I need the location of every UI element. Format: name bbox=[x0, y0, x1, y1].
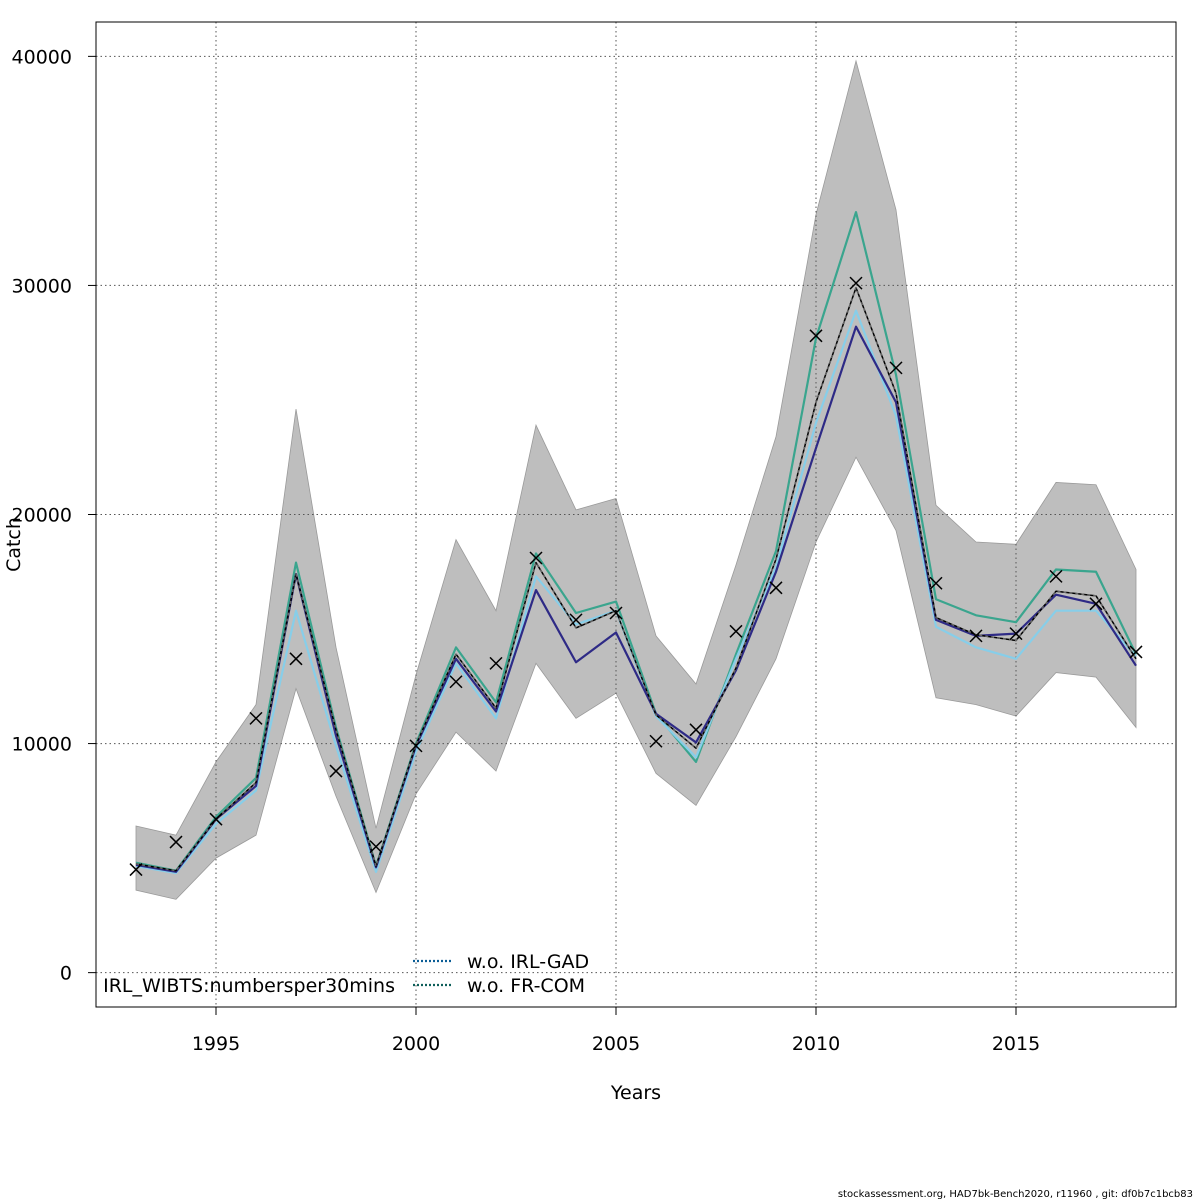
y-tick-label-10000: 10000 bbox=[12, 734, 72, 756]
observed-point-stroke-b bbox=[449, 675, 463, 689]
confidence-band-layer bbox=[135, 59, 1137, 900]
observed-point-1997 bbox=[289, 652, 303, 666]
observed-point-2009 bbox=[769, 581, 783, 595]
observed-point-stroke-b bbox=[809, 329, 823, 343]
observed-point-stroke-b bbox=[369, 840, 383, 854]
observed-point-stroke-b bbox=[409, 739, 423, 753]
y-tick-label-20000: 20000 bbox=[12, 505, 72, 527]
observed-point-stroke-b bbox=[1129, 645, 1143, 659]
observed-point-stroke-b bbox=[489, 656, 503, 670]
observed-point-2002 bbox=[489, 656, 503, 670]
observed-point-stroke-b bbox=[929, 576, 943, 590]
observed-point-stroke-b bbox=[289, 652, 303, 666]
x-axis: 1995 2000 2005 2010 2015 bbox=[192, 1007, 1040, 1055]
observed-point-stroke-b bbox=[529, 551, 543, 565]
observed-point-stroke-b bbox=[969, 629, 983, 643]
y-axis: 0 10000 20000 30000 40000 bbox=[12, 46, 96, 985]
legend-label-fr-com: w.o. FR-COM bbox=[467, 975, 585, 997]
observed-point-2013 bbox=[929, 576, 943, 590]
grid-layer bbox=[96, 22, 1176, 1007]
observed-point-2007 bbox=[689, 723, 703, 737]
observed-point-2001 bbox=[449, 675, 463, 689]
observed-point-stroke-b bbox=[889, 361, 903, 375]
observed-point-2005 bbox=[609, 606, 623, 620]
series-line-4 bbox=[135, 211, 1137, 872]
x-axis-title: Years bbox=[610, 1082, 661, 1104]
observed-point-stroke-b bbox=[1049, 569, 1063, 583]
observed-point-2015 bbox=[1009, 627, 1023, 641]
observed-point-2000 bbox=[409, 739, 423, 753]
observed-point-2004 bbox=[569, 613, 583, 627]
observed-point-1995 bbox=[209, 812, 223, 826]
series-layer bbox=[135, 211, 1137, 875]
footer-source: stockassessment.org, HAD7bk-Bench2020, r… bbox=[838, 1189, 1193, 1200]
observed-point-2018 bbox=[1129, 645, 1143, 659]
x-tick-label-2010: 2010 bbox=[792, 1033, 840, 1055]
observed-point-1994 bbox=[169, 835, 183, 849]
y-tick-label-40000: 40000 bbox=[12, 46, 72, 68]
observed-point-stroke-b bbox=[849, 276, 863, 290]
x-tick-label-1995: 1995 bbox=[192, 1033, 240, 1055]
observed-point-1999 bbox=[369, 840, 383, 854]
observed-point-stroke-b bbox=[249, 711, 263, 725]
observed-point-stroke-b bbox=[169, 835, 183, 849]
observed-point-stroke-b bbox=[1089, 597, 1103, 611]
observed-point-2003 bbox=[529, 551, 543, 565]
observed-point-2012 bbox=[889, 361, 903, 375]
observed-point-stroke-b bbox=[569, 613, 583, 627]
observed-point-2010 bbox=[809, 329, 823, 343]
observed-point-2011 bbox=[849, 276, 863, 290]
observed-point-2006 bbox=[649, 734, 663, 748]
y-axis-title: Catch bbox=[3, 517, 25, 572]
observed-point-1993 bbox=[129, 863, 143, 877]
observed-marker-layer bbox=[129, 276, 1143, 877]
x-tick-label-2005: 2005 bbox=[592, 1033, 640, 1055]
observed-point-stroke-b bbox=[729, 624, 743, 638]
legend-label-irl-gad: w.o. IRL-GAD bbox=[467, 951, 589, 973]
y-tick-label-30000: 30000 bbox=[12, 275, 72, 297]
observed-point-stroke-b bbox=[129, 863, 143, 877]
observed-point-stroke-b bbox=[609, 606, 623, 620]
observed-point-stroke-b bbox=[209, 812, 223, 826]
x-tick-label-2000: 2000 bbox=[392, 1033, 440, 1055]
observed-point-2008 bbox=[729, 624, 743, 638]
observed-point-2017 bbox=[1089, 597, 1103, 611]
confidence-band bbox=[135, 59, 1137, 900]
legend-fleet-label: IRL_WIBTS:numbersper30mins bbox=[103, 975, 395, 997]
x-tick-label-2015: 2015 bbox=[992, 1033, 1040, 1055]
observed-point-stroke-b bbox=[329, 764, 343, 778]
y-tick-label-0: 0 bbox=[60, 963, 72, 985]
observed-point-stroke-b bbox=[1009, 627, 1023, 641]
observed-point-stroke-b bbox=[649, 734, 663, 748]
observed-point-2014 bbox=[969, 629, 983, 643]
legend: w.o. IRL-GAD w.o. FR-COM IRL_WIBTS:numbe… bbox=[103, 951, 589, 997]
series-line-1 bbox=[135, 286, 1137, 872]
observed-point-2016 bbox=[1049, 569, 1063, 583]
observed-point-stroke-b bbox=[689, 723, 703, 737]
observed-point-stroke-b bbox=[769, 581, 783, 595]
observed-point-1998 bbox=[329, 764, 343, 778]
observed-point-1996 bbox=[249, 711, 263, 725]
